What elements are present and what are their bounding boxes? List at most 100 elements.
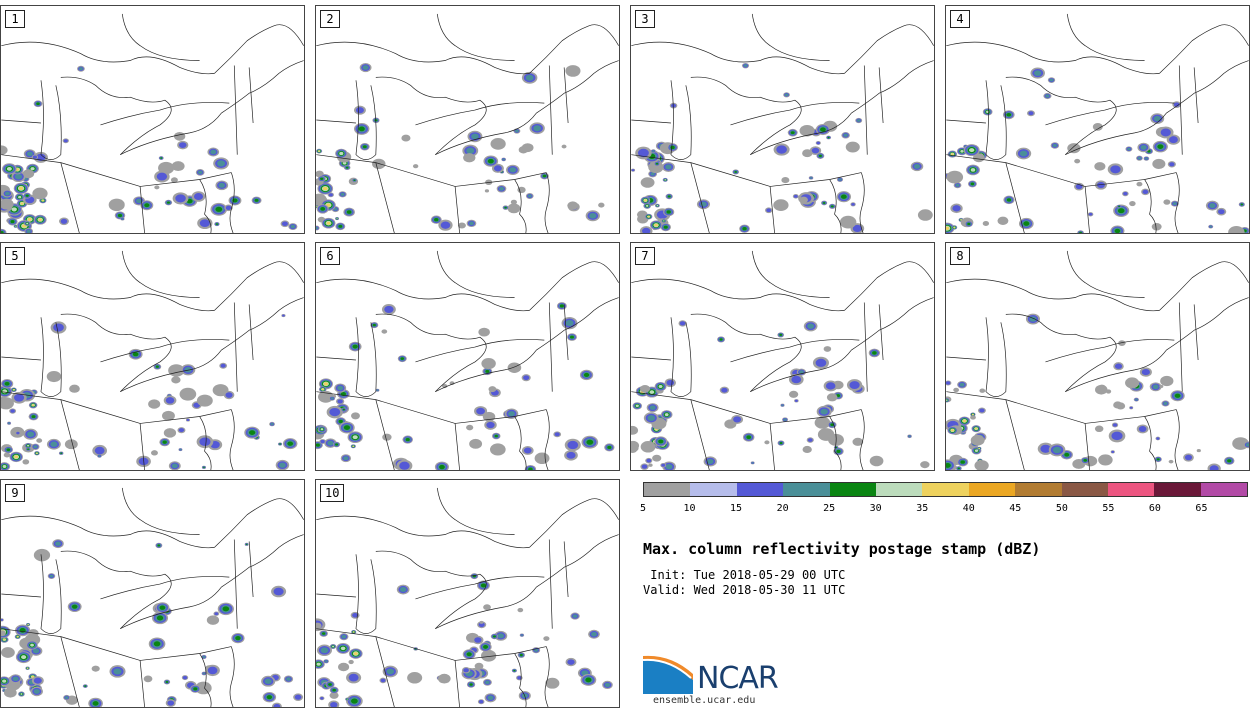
reflectivity-cell bbox=[1156, 458, 1160, 461]
boundary-line bbox=[436, 250, 515, 298]
reflectivity-cell bbox=[478, 327, 490, 337]
reflectivity-cell bbox=[974, 427, 978, 430]
reflectivity-cell bbox=[156, 172, 168, 181]
reflectivity-cell bbox=[510, 199, 517, 205]
boundary-line bbox=[985, 317, 1007, 397]
reflectivity-cell bbox=[1173, 102, 1180, 107]
reflectivity-cell bbox=[979, 388, 986, 393]
reflectivity-cell bbox=[488, 386, 497, 393]
reflectivity-cell bbox=[835, 446, 838, 449]
reflectivity-cell bbox=[974, 460, 989, 470]
reflectivity-cell bbox=[33, 548, 51, 562]
colorbar-tick-label: 10 bbox=[683, 503, 696, 514]
reflectivity-cell bbox=[946, 226, 950, 230]
reflectivity-cell bbox=[320, 177, 324, 180]
reflectivity-cell bbox=[328, 193, 333, 197]
reflectivity-cell bbox=[352, 445, 354, 447]
reflectivity-cell bbox=[1034, 70, 1042, 76]
reflectivity-cell bbox=[457, 222, 466, 229]
boundary-line bbox=[859, 409, 865, 470]
reflectivity-cell bbox=[41, 199, 44, 202]
boundary-line bbox=[436, 13, 515, 61]
boundary-line bbox=[1174, 172, 1180, 233]
reflectivity-cell bbox=[144, 203, 150, 208]
reflectivity-cell bbox=[98, 455, 101, 457]
reflectivity-cell bbox=[36, 153, 46, 162]
reflectivity-cell bbox=[22, 459, 30, 465]
boundary-line bbox=[1166, 60, 1249, 114]
reflectivity-cell bbox=[471, 133, 479, 140]
reflectivity-cell bbox=[1228, 225, 1245, 233]
reflectivity-cell bbox=[494, 434, 498, 438]
reflectivity-cell bbox=[663, 225, 668, 229]
boundary-line bbox=[1, 119, 42, 124]
reflectivity-cell bbox=[667, 195, 671, 198]
reflectivity-cell bbox=[351, 698, 358, 704]
reflectivity-cell bbox=[822, 201, 826, 204]
boundary-line bbox=[316, 628, 547, 661]
reflectivity-cell bbox=[569, 335, 574, 339]
reflectivity-cell bbox=[567, 201, 579, 210]
reflectivity-cell bbox=[1, 198, 14, 210]
postage-stamp-panel: 9 bbox=[0, 479, 305, 708]
boundary-line bbox=[316, 119, 357, 124]
reflectivity-cell bbox=[719, 338, 723, 341]
reflectivity-cell bbox=[666, 379, 675, 386]
reflectivity-cell bbox=[1152, 158, 1166, 169]
reflectivity-cell bbox=[64, 439, 78, 450]
postage-stamp-panel: 1 bbox=[0, 5, 305, 234]
reflectivity-cell bbox=[479, 620, 484, 624]
colorbar-tick-label: 15 bbox=[730, 503, 743, 514]
reflectivity-cell bbox=[513, 669, 516, 672]
reflectivity-cell bbox=[523, 375, 530, 381]
reflectivity-cell bbox=[316, 662, 321, 666]
boundary-line bbox=[40, 554, 62, 634]
boundary-line bbox=[548, 539, 569, 629]
colorbar-tick-label: 30 bbox=[869, 503, 882, 514]
boundary-line bbox=[221, 60, 304, 114]
reflectivity-cell bbox=[207, 666, 218, 675]
reflectivity-cell bbox=[27, 667, 29, 669]
reflectivity-map bbox=[631, 250, 934, 470]
reflectivity-cell bbox=[27, 448, 30, 450]
reflectivity-cell bbox=[399, 587, 407, 593]
reflectivity-cell bbox=[26, 229, 31, 233]
reflectivity-cell bbox=[851, 202, 855, 206]
reflectivity-cell bbox=[1127, 147, 1131, 151]
reflectivity-cell bbox=[799, 196, 808, 204]
reflectivity-cell bbox=[351, 412, 360, 420]
reflectivity-cell bbox=[960, 150, 964, 153]
reflectivity-cell bbox=[543, 636, 550, 641]
reflectivity-cell bbox=[1123, 191, 1128, 196]
reflectivity-cell bbox=[162, 410, 175, 421]
boundary-line bbox=[60, 313, 172, 392]
reflectivity-cell bbox=[316, 226, 319, 230]
reflectivity-cell bbox=[486, 421, 495, 429]
reflectivity-cell bbox=[199, 219, 210, 228]
postage-stamp-panel: 7 bbox=[630, 242, 935, 471]
reflectivity-cell bbox=[329, 691, 339, 699]
colorbar-segment bbox=[690, 483, 737, 496]
reflectivity-cell bbox=[652, 150, 655, 153]
boundary-line bbox=[100, 576, 230, 600]
reflectivity-cell bbox=[607, 445, 612, 449]
boundary-line bbox=[375, 162, 460, 233]
reflectivity-cell bbox=[399, 461, 410, 470]
reflectivity-cell bbox=[1117, 208, 1125, 214]
boundary-line bbox=[544, 409, 550, 470]
reflectivity-cell bbox=[644, 199, 647, 202]
reflectivity-cell bbox=[281, 221, 288, 227]
reflectivity-cell bbox=[517, 607, 524, 613]
reflectivity-cell bbox=[31, 675, 35, 678]
reflectivity-cell bbox=[12, 389, 15, 391]
colorbar-segment bbox=[736, 483, 784, 496]
reflectivity-cell bbox=[210, 149, 217, 155]
reflectivity-cell bbox=[337, 399, 343, 404]
reflectivity-cell bbox=[342, 408, 345, 411]
reflectivity-cell bbox=[165, 397, 175, 404]
boundary-line bbox=[415, 339, 545, 363]
colorbar-ticks: 5 10 15 20 25 30 35 40 45 50 55 60 65 bbox=[640, 503, 1248, 517]
reflectivity-cell bbox=[320, 696, 324, 700]
reflectivity-cell bbox=[640, 177, 655, 188]
reflectivity-cell bbox=[962, 419, 967, 423]
